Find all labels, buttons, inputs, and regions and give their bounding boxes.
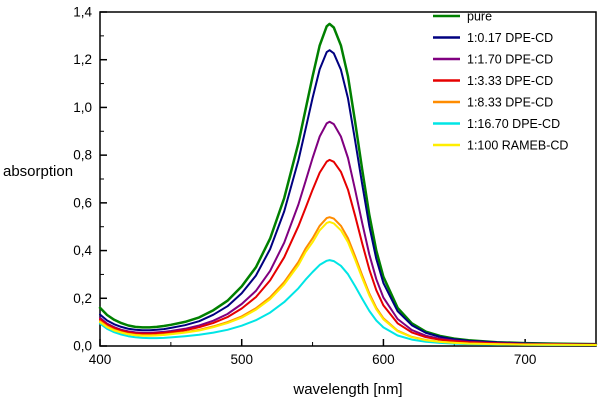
y-tick-label: 1,4 (73, 5, 92, 20)
legend-label-dpe-cd-1-70: 1:1.70 DPE-CD (467, 53, 553, 67)
legend-label-dpe-cd-0-17: 1:0.17 DPE-CD (467, 31, 553, 45)
y-tick-label: 0,2 (73, 291, 92, 306)
y-tick-label: 0,4 (73, 243, 92, 258)
legend-label-rameb-cd-100: 1:100 RAMEB-CD (467, 139, 568, 153)
x-axis-title: wavelength [nm] (293, 381, 403, 398)
series-curve-dpe-cd-8-33 (99, 216, 597, 346)
legend-label-dpe-cd-3-33: 1:3.33 DPE-CD (467, 74, 553, 88)
legend-label-dpe-cd-8-33: 1:8.33 DPE-CD (467, 96, 553, 110)
series-curve-dpe-cd-3-33 (99, 158, 597, 346)
y-tick-label: 0,6 (73, 195, 92, 210)
series-curve-dpe-cd-1-70 (99, 120, 597, 346)
x-tick-label: 400 (89, 352, 112, 367)
series-curve-rameb-cd-100 (99, 220, 597, 346)
legend: pure 1:0.17 DPE-CD 1:1.70 DPE-CD 1:3.33 DPE… (433, 10, 568, 153)
y-axis-title: absorption (3, 163, 74, 180)
y-tick-label: 1,2 (73, 52, 92, 67)
x-tick-label: 700 (514, 352, 537, 367)
series-curve-dpe-cd-0-17 (99, 49, 597, 346)
legend-label-dpe-cd-16-70: 1:16.70 DPE-CD (467, 117, 560, 131)
legend-label-pure: pure (467, 10, 492, 24)
y-tick-label: 0,8 (73, 148, 92, 163)
series-curve-pure (98, 22, 598, 346)
y-tick-label: 1,0 (73, 100, 92, 115)
x-tick-label: 500 (230, 352, 253, 367)
series-curve-dpe-cd-16-70 (99, 259, 597, 346)
x-tick-label: 600 (372, 352, 395, 367)
y-tick-label: 0,0 (73, 339, 92, 354)
